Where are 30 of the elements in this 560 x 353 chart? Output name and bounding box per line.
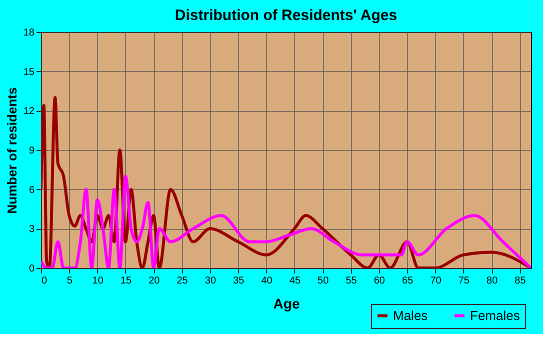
x-tick-label: 60 — [374, 276, 386, 286]
x-tick-label: 0 — [42, 276, 48, 286]
y-tick-label: 6 — [28, 184, 35, 196]
legend-label: Males — [393, 308, 428, 323]
x-tick-label: 75 — [458, 276, 470, 286]
x-tick-label: 50 — [318, 276, 330, 286]
x-axis-title: Age — [273, 296, 300, 312]
x-tick-label: 25 — [176, 276, 188, 286]
x-tick-label: 40 — [261, 276, 273, 286]
x-tick-label: 65 — [402, 276, 414, 286]
y-tick-label: 3 — [28, 224, 35, 236]
y-tick-label: 12 — [23, 106, 35, 118]
x-tick-label: 10 — [92, 276, 104, 286]
x-tick-label: 70 — [430, 276, 442, 286]
legend-label: Females — [470, 308, 520, 323]
y-tick-label: 0 — [28, 264, 35, 274]
chart-title: Distribution of Residents' Ages — [174, 7, 398, 24]
y-tick-label: 9 — [28, 146, 35, 156]
x-tick-label: 45 — [289, 276, 301, 286]
x-tick-label: 20 — [148, 276, 160, 286]
y-tick-label: 18 — [23, 28, 35, 38]
x-tick-label: 30 — [204, 276, 216, 286]
y-axis-title: Number of residents — [4, 87, 20, 214]
x-tick-label: 80 — [486, 276, 498, 286]
x-tick-label: 15 — [120, 276, 132, 286]
x-tick-label: 55 — [346, 276, 358, 286]
x-tick-label: 5 — [66, 276, 73, 286]
x-tick-label: 35 — [233, 276, 245, 286]
x-tick-label: 85 — [514, 276, 526, 286]
y-tick-label: 15 — [23, 66, 35, 78]
